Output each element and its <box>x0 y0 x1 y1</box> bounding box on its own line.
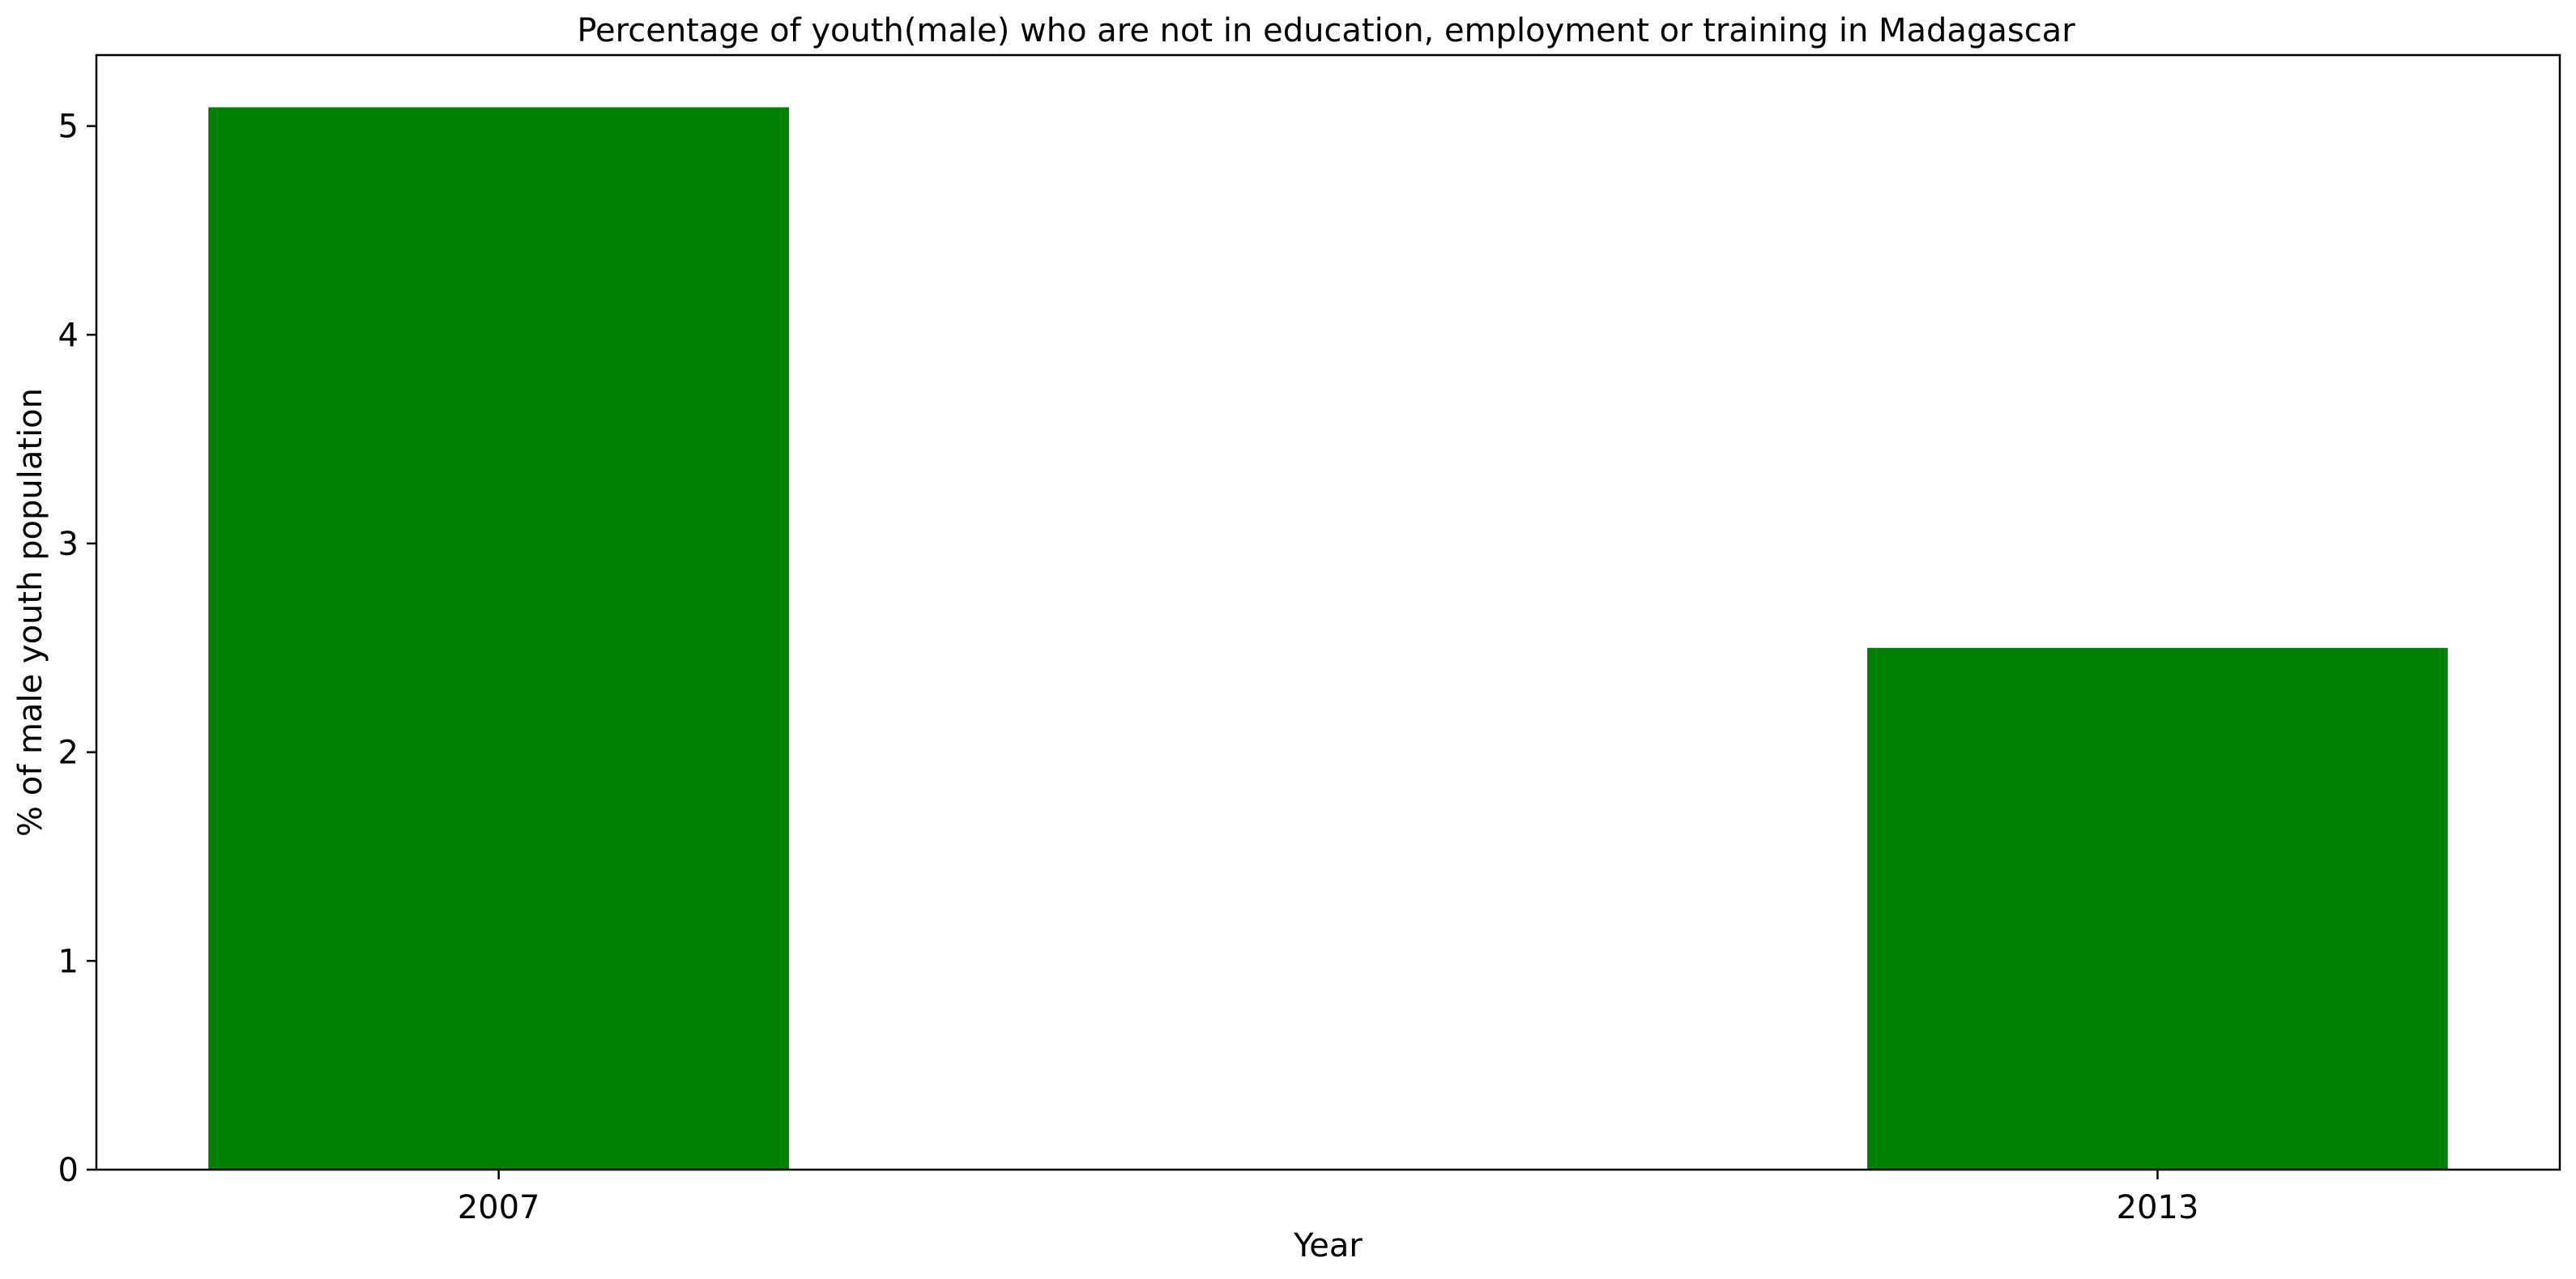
x-axis-ticks: 2007 2013 <box>458 1170 2199 1226</box>
bars-group <box>208 107 2448 1170</box>
y-tick-label: 4 <box>58 317 79 354</box>
bar-2013 <box>1867 647 2448 1170</box>
x-axis-label: Year <box>1293 1227 1363 1264</box>
y-axis-label: % of male youth population <box>12 388 49 837</box>
bar-2007 <box>208 107 789 1170</box>
plot-frame <box>95 53 2561 1171</box>
plot-area <box>95 53 2561 1171</box>
y-tick-label: 5 <box>58 109 79 146</box>
y-tick-label: 3 <box>58 526 79 563</box>
y-tick-label: 1 <box>58 943 79 980</box>
x-tick-label: 2013 <box>2117 1189 2199 1226</box>
y-tick-label: 0 <box>58 1152 79 1189</box>
y-tick-label: 2 <box>58 735 79 772</box>
chart-title: Percentage of youth(male) who are not in… <box>577 12 2075 49</box>
x-tick-label: 2007 <box>458 1189 540 1226</box>
y-axis-ticks: 0 1 2 3 4 5 <box>58 109 96 1189</box>
